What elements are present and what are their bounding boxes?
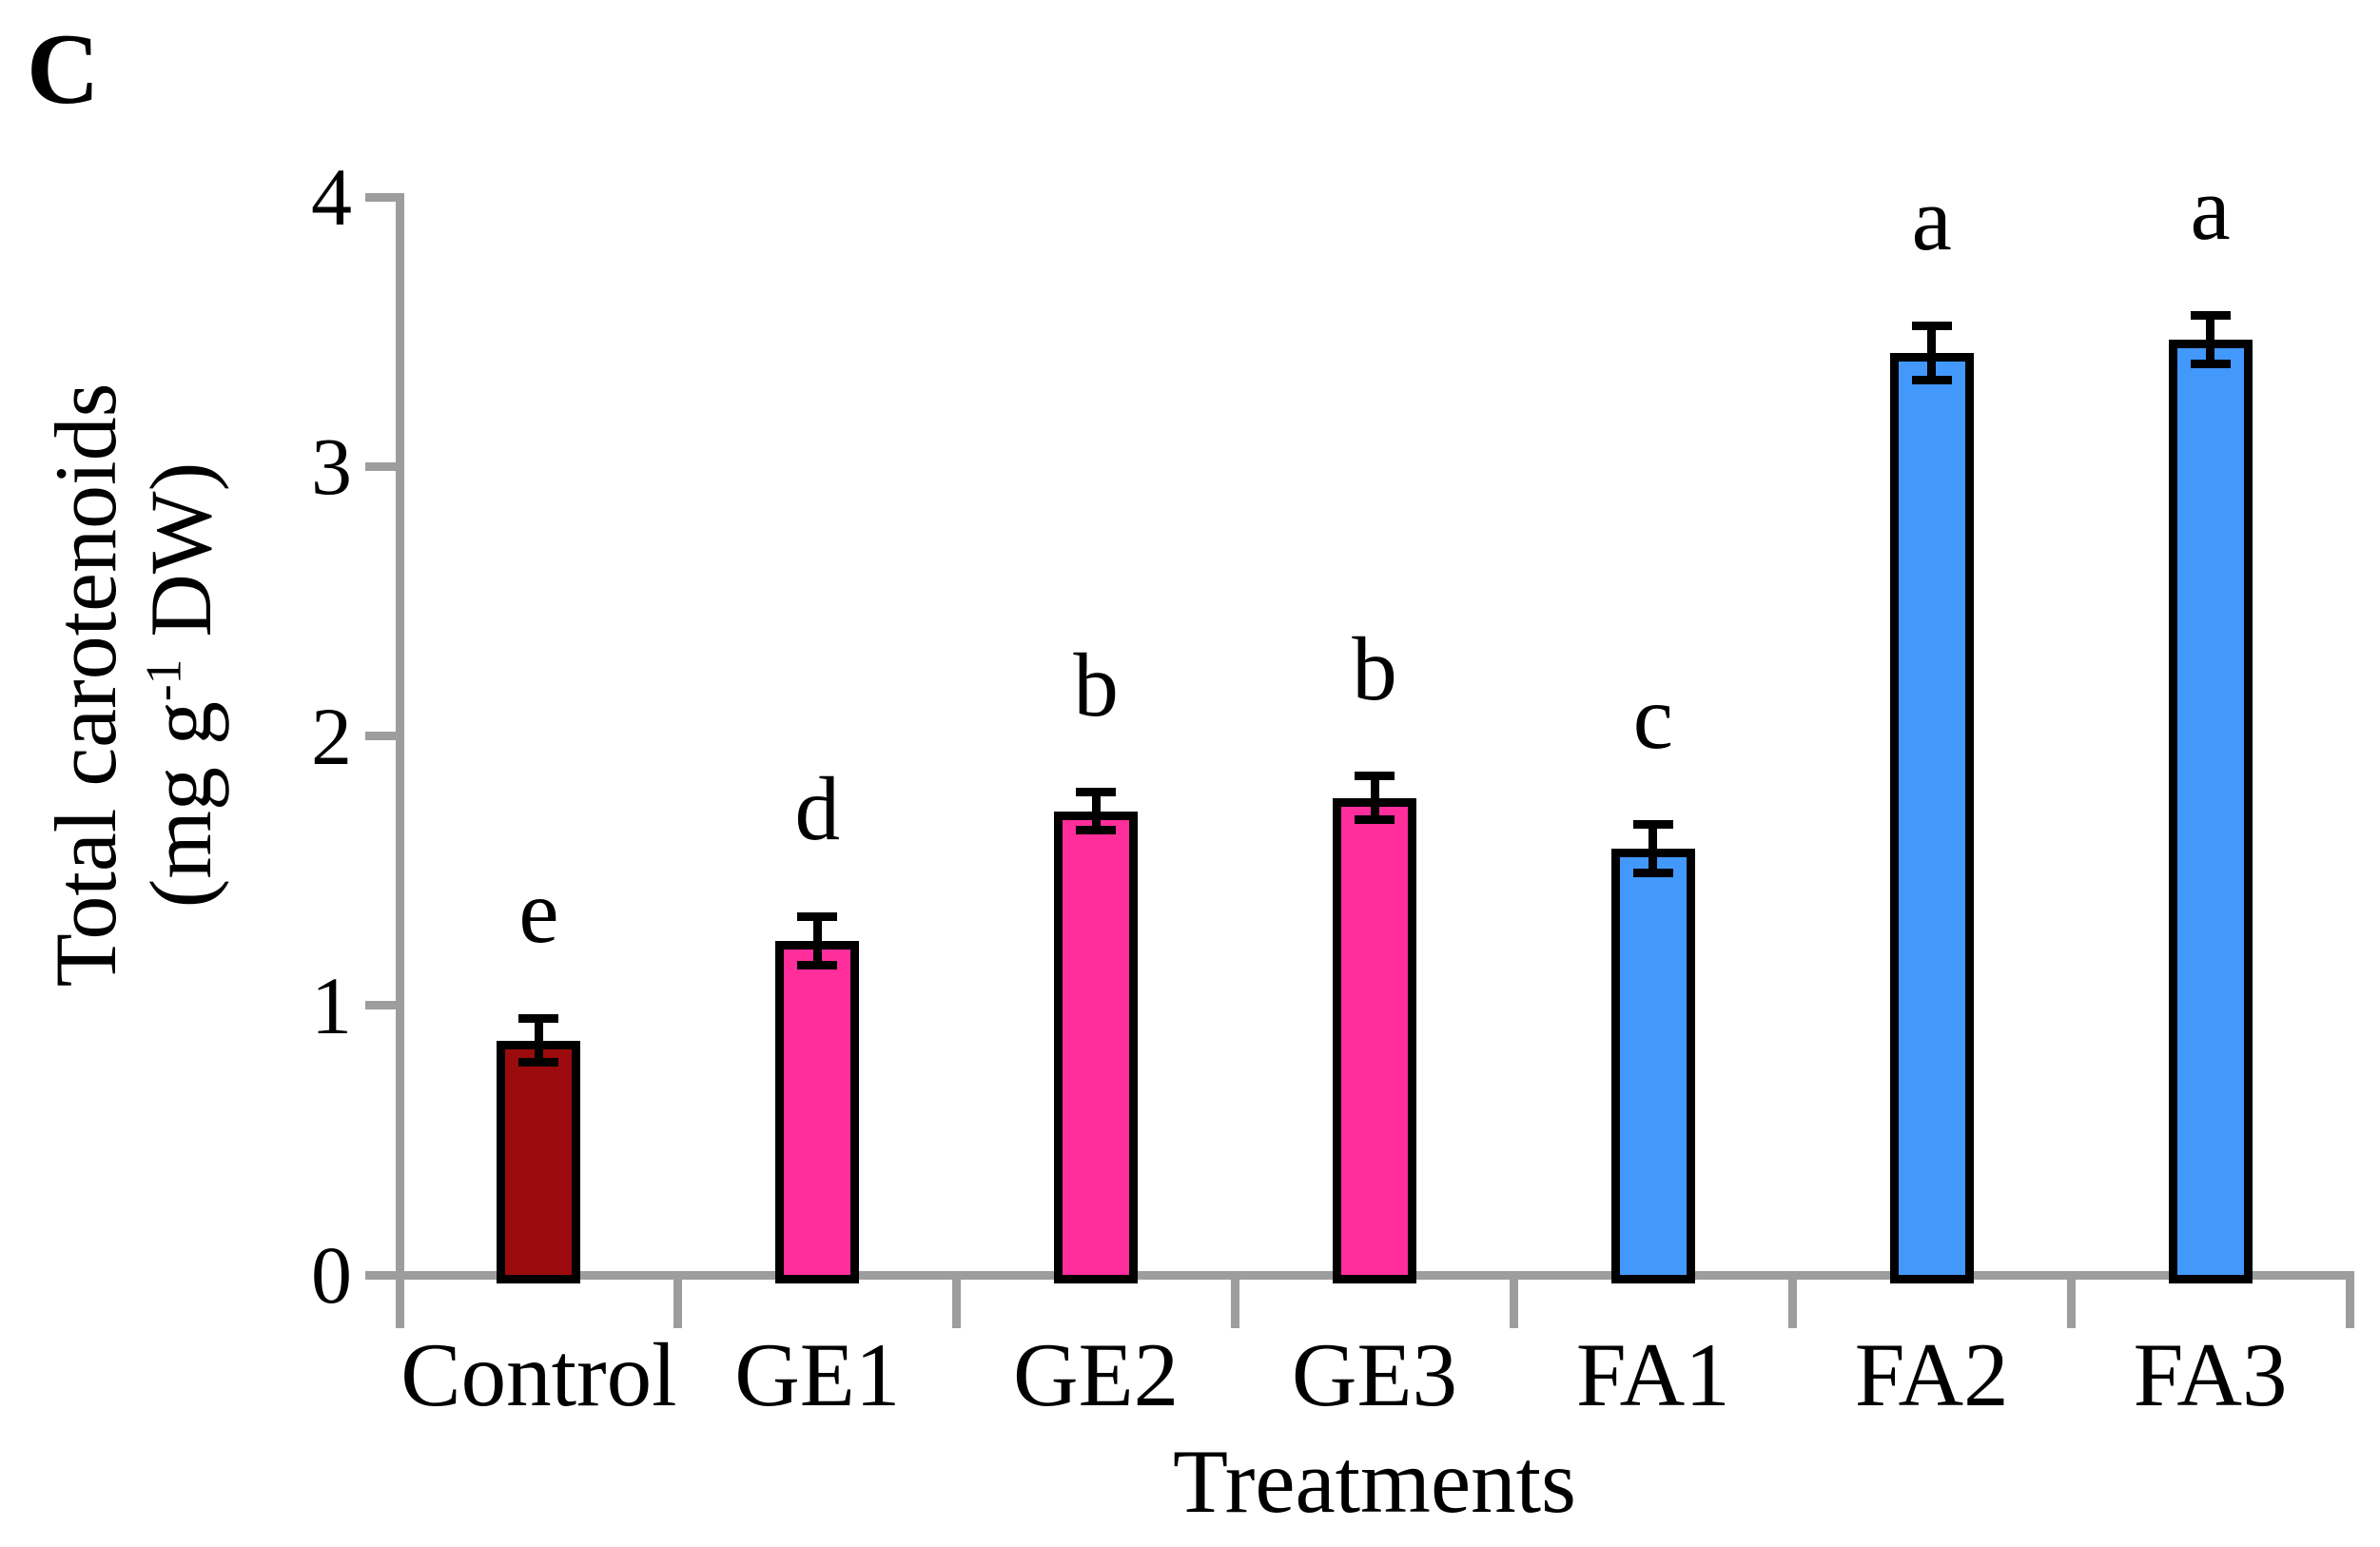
error-bar-cap-bottom-fa2 — [1911, 376, 1952, 385]
error-bar-cap-bottom-fa1 — [1632, 869, 1673, 878]
x-category-label-fa1: FA1 — [1575, 1324, 1730, 1425]
x-tick-mark — [395, 1275, 404, 1328]
x-tick-mark — [1509, 1275, 1518, 1328]
x-tick-mark — [673, 1275, 683, 1328]
sig-letter-ge2: b — [1073, 634, 1119, 735]
y-tick-label: 2 — [311, 690, 352, 782]
y-tick-mark — [365, 192, 400, 202]
y-tick-label: 3 — [311, 421, 352, 513]
y-axis-line — [395, 193, 404, 1280]
y-tick-mark — [365, 1001, 400, 1010]
sig-letter-control: e — [518, 860, 559, 962]
error-bar-cap-top-fa3 — [2190, 311, 2231, 321]
error-bar-cap-bottom-fa3 — [2190, 360, 2231, 369]
y-tick-label: 4 — [311, 151, 352, 243]
x-axis-title: Treatments — [1173, 1431, 1576, 1532]
bar-fa3 — [2168, 340, 2253, 1283]
bar-control — [497, 1040, 581, 1283]
sig-letter-ge1: d — [794, 758, 841, 860]
y-tick-mark — [365, 461, 400, 471]
x-tick-mark — [2066, 1275, 2076, 1328]
error-bar-line-fa3 — [2206, 315, 2215, 364]
bar-ge3 — [1333, 797, 1416, 1283]
error-bar-line-ge1 — [812, 916, 822, 966]
y-tick-mark — [365, 1270, 400, 1280]
y-tick-label: 1 — [311, 959, 352, 1051]
error-bar-cap-bottom-ge3 — [1355, 814, 1395, 824]
error-bar-cap-bottom-control — [518, 1057, 559, 1067]
x-category-label-ge2: GE2 — [1013, 1324, 1180, 1425]
x-category-label-control: Control — [400, 1324, 677, 1425]
y-tick-mark — [365, 732, 400, 740]
error-bar-line-fa1 — [1648, 824, 1658, 873]
error-bar-cap-bottom-ge2 — [1076, 826, 1117, 835]
x-category-label-ge1: GE1 — [734, 1324, 901, 1425]
bar-fa2 — [1889, 353, 1974, 1283]
x-tick-mark — [2345, 1275, 2354, 1328]
error-bar-line-ge3 — [1370, 775, 1379, 820]
x-category-label-fa2: FA2 — [1854, 1324, 2009, 1425]
error-bar-line-control — [534, 1018, 543, 1063]
x-tick-mark — [952, 1275, 962, 1328]
error-bar-cap-bottom-ge1 — [797, 960, 838, 969]
error-bar-cap-top-control — [518, 1014, 559, 1024]
x-tick-mark — [1231, 1275, 1240, 1328]
x-tick-mark — [1787, 1275, 1797, 1328]
y-tick-label: 0 — [311, 1229, 352, 1321]
error-bar-cap-top-fa2 — [1911, 322, 1952, 331]
error-bar-cap-top-ge2 — [1076, 788, 1117, 797]
error-bar-cap-top-ge3 — [1355, 772, 1395, 781]
error-bar-cap-top-ge1 — [797, 911, 838, 921]
bar-ge2 — [1054, 811, 1139, 1283]
bar-fa1 — [1610, 849, 1695, 1283]
x-category-label-ge3: GE3 — [1291, 1324, 1458, 1425]
sig-letter-fa1: c — [1632, 666, 1673, 768]
panel-label: C — [27, 13, 100, 125]
sig-letter-fa3: a — [2190, 157, 2231, 259]
x-category-label-fa3: FA3 — [2133, 1324, 2288, 1425]
error-bar-cap-top-fa1 — [1632, 820, 1673, 830]
error-bar-line-ge2 — [1091, 792, 1101, 831]
error-bar-line-fa2 — [1927, 325, 1937, 381]
bar-ge1 — [775, 940, 860, 1283]
sig-letter-ge3: b — [1352, 617, 1397, 719]
sig-letter-fa2: a — [1911, 167, 1952, 269]
